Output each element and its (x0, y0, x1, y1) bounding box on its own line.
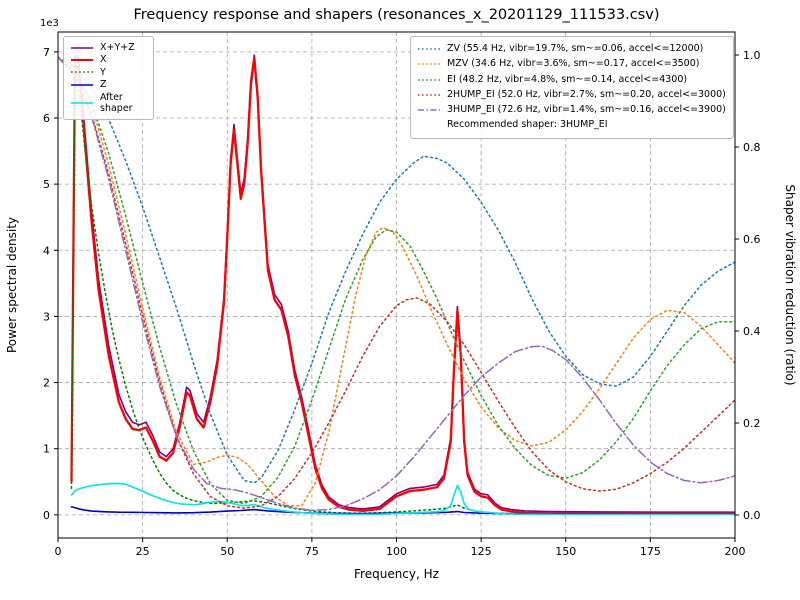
legend-label-mzv: MZV (34.6 Hz, vibr=3.6%, sm~=0.17, accel… (447, 58, 700, 70)
curves (58, 54, 735, 516)
y-left-tick-label: 3 (43, 310, 50, 323)
x-line-sample (71, 59, 93, 62)
3hump-ei-line-sample (418, 109, 440, 111)
curve-3hump-ei (58, 56, 735, 512)
legend-item-ei: EI (48.2 Hz, vibr=4.8%, sm~=0.14, accel<… (417, 73, 726, 87)
y-right-axis-label: Shaper vibration reduction (ratio) (783, 184, 797, 385)
y-right-tick-label: 0.0 (743, 509, 761, 522)
legend-label-x-y-z: X+Y+Z (100, 42, 135, 53)
legend-label-ei: EI (48.2 Hz, vibr=4.8%, sm~=0.14, accel<… (447, 73, 688, 85)
y-left-tick-label: 4 (43, 244, 50, 257)
legend-item-mzv: MZV (34.6 Hz, vibr=3.6%, sm~=0.17, accel… (417, 57, 726, 71)
y-right-tick-label: 0.2 (743, 417, 761, 430)
legend-label-after-shaper: After shaper (100, 91, 133, 114)
ei-line-sample (418, 78, 440, 81)
legend-item-z: Z (70, 79, 146, 90)
legend-label-x: X (100, 54, 107, 66)
curve-2hump-ei (58, 56, 735, 509)
y-left-tick-label: 5 (43, 178, 50, 191)
x-tick-label: 175 (640, 545, 661, 558)
y-right-tick-label: 1.0 (743, 49, 761, 62)
y-line-sample (71, 71, 93, 74)
y-left-axis-label: Power spectral density (5, 217, 19, 353)
x-tick-label: 150 (555, 545, 576, 558)
y-right-tick-label: 0.8 (743, 141, 761, 154)
y-right-tick-label: 0.6 (743, 233, 761, 246)
mzv-line-sample (418, 63, 440, 66)
y-axis-scale-offset: 1e3 (40, 18, 59, 29)
y-left-tick-label: 0 (43, 509, 50, 522)
x-tick-label: 125 (471, 545, 492, 558)
x-tick-label: 0 (55, 545, 62, 558)
legend-item-x: X (70, 54, 146, 65)
shaper-legend: ZV (55.4 Hz, vibr=19.7%, sm~=0.06, accel… (410, 36, 734, 139)
legend-item-zv: ZV (55.4 Hz, vibr=19.7%, sm~=0.06, accel… (417, 42, 726, 56)
legend-item-3hump-ei: 3HUMP_EI (72.6 Hz, vibr=1.4%, sm~=0.16, … (417, 103, 726, 117)
y-left-tick-label: 7 (43, 46, 50, 59)
legend-label-zv: ZV (55.4 Hz, vibr=19.7%, sm~=0.06, accel… (447, 43, 704, 54)
x-y-z-line-sample (71, 46, 93, 49)
legend-item-x-y-z: X+Y+Z (70, 42, 146, 53)
curve-x (70, 57, 735, 515)
tick-area: 0 25 50 75 100 125 150 175 200 0 1 2 3 4 5 6 7 0.0 0.2 0.4 0… (43, 46, 761, 558)
x-tick-label: 25 (136, 545, 150, 558)
2hump-ei-line-sample (418, 94, 440, 96)
legend-sample-spacer (417, 121, 441, 129)
curve-y (70, 84, 735, 515)
legend-label-3hump-ei: 3HUMP_EI (72.6 Hz, vibr=1.4%, sm~=0.16, … (447, 104, 726, 115)
psd-legend: X+Y+Z X Y Z After shaper (63, 36, 154, 121)
legend-item-recommended-shaper: Recommended shaper: 3HUMP_EI (417, 118, 726, 132)
chart-title: Frequency response and shapers (resonanc… (133, 7, 660, 23)
y-left-tick-label: 1 (43, 443, 50, 456)
after-shaper-line-sample (71, 102, 93, 104)
curve-after-shaper (70, 482, 735, 516)
legend-item-y: Y (70, 67, 146, 78)
legend-label-z: Z (100, 79, 107, 91)
legend-label-2hump-ei: 2HUMP_EI (52.0 Hz, vibr=2.7%, sm~=0.20, … (447, 88, 726, 100)
zv-line-sample (418, 48, 440, 50)
curve-zv (58, 56, 735, 484)
curve-mzv (58, 56, 735, 507)
y-left-tick-label: 2 (43, 377, 50, 390)
x-tick-label: 75 (305, 545, 319, 558)
x-tick-label: 200 (725, 545, 746, 558)
y-right-tick-label: 0.4 (743, 325, 761, 338)
legend-item-after-shaper: After shaper (70, 92, 146, 115)
z-line-sample (71, 84, 93, 86)
curve-z (70, 506, 735, 516)
curve-ei (58, 56, 735, 505)
legend-label-y: Y (100, 66, 106, 78)
y-left-tick-label: 6 (43, 112, 50, 125)
recommended-shaper-text: Recommended shaper: 3HUMP_EI (447, 119, 608, 131)
x-tick-label: 50 (220, 545, 234, 558)
x-axis-label: Frequency, Hz (354, 567, 439, 581)
legend-item-2hump-ei: 2HUMP_EI (52.0 Hz, vibr=2.7%, sm~=0.20, … (417, 88, 726, 102)
x-tick-label: 100 (386, 545, 407, 558)
